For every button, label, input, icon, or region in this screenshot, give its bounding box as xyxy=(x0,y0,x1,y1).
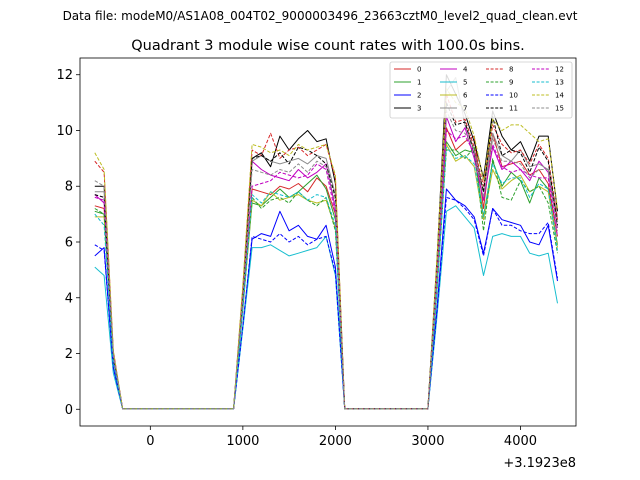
y-tick-label: 10 xyxy=(56,124,73,139)
legend-label-0: 0 xyxy=(417,66,421,74)
legend-label-13: 13 xyxy=(555,79,564,87)
legend-label-8: 8 xyxy=(509,66,513,74)
x-tick-label: 0 xyxy=(146,434,154,449)
legend-label-7: 7 xyxy=(463,105,467,113)
legend-label-1: 1 xyxy=(417,79,421,87)
y-tick-label: 0 xyxy=(65,403,73,418)
legend-label-11: 11 xyxy=(509,105,518,113)
legend-label-9: 9 xyxy=(509,79,513,87)
y-tick-label: 4 xyxy=(65,291,73,306)
x-offset-label: +3.1923e8 xyxy=(503,456,576,471)
x-axis-ticks: 0 1000 2000 3000 4000 xyxy=(146,426,537,449)
legend-label-6: 6 xyxy=(463,92,468,100)
y-axis-ticks: 0 2 4 6 8 10 12 xyxy=(56,68,80,418)
legend-label-14: 14 xyxy=(555,92,564,100)
suptitle: Data file: modeM0/AS1A08_004T02_90000034… xyxy=(63,9,578,23)
legend-label-10: 10 xyxy=(509,92,518,100)
series-line-12 xyxy=(94,130,558,410)
y-tick-label: 2 xyxy=(65,347,73,362)
x-tick-label: 1000 xyxy=(226,434,259,449)
legend-label-4: 4 xyxy=(463,66,468,74)
legend-label-5: 5 xyxy=(463,79,467,87)
series-line-15 xyxy=(94,110,558,410)
series-layer xyxy=(94,74,558,410)
legend-box xyxy=(389,61,573,119)
x-tick-label: 4000 xyxy=(504,434,537,449)
legend-label-2: 2 xyxy=(417,92,421,100)
series-line-13 xyxy=(94,146,558,410)
legend-label-12: 12 xyxy=(555,66,564,74)
x-tick-label: 2000 xyxy=(319,434,352,449)
legend-label-15: 15 xyxy=(555,105,564,113)
y-tick-label: 12 xyxy=(56,68,73,83)
legend-label-3: 3 xyxy=(417,105,421,113)
plot-frame xyxy=(79,57,577,427)
y-tick-label: 8 xyxy=(65,180,73,195)
chart-title: Quadrant 3 module wise count rates with … xyxy=(131,38,525,54)
x-tick-label: 3000 xyxy=(411,434,444,449)
y-tick-label: 6 xyxy=(65,236,73,251)
